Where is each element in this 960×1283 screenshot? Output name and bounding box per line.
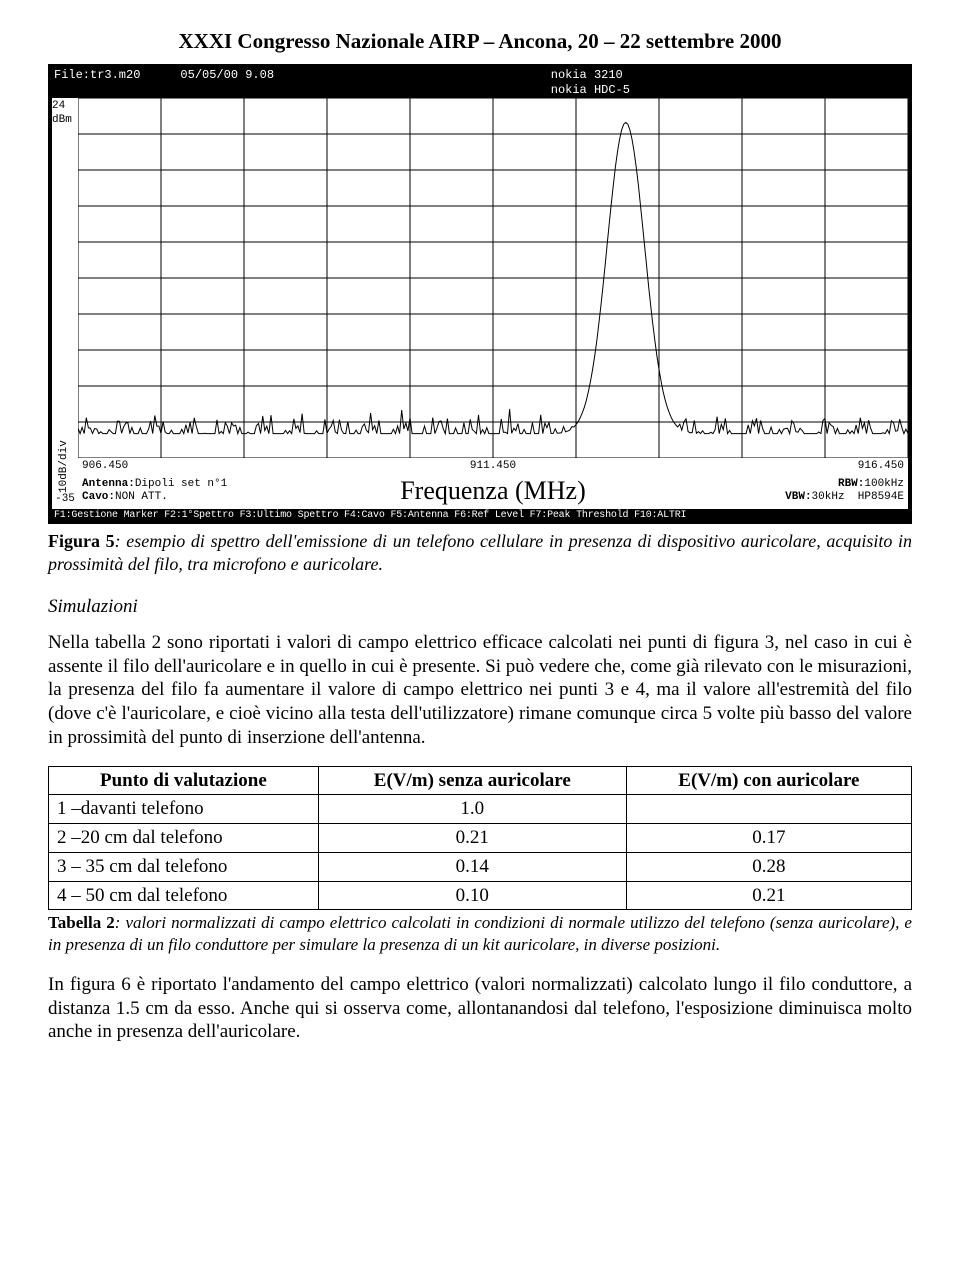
scope-antenna-label: Antenna: — [82, 478, 135, 490]
scope-y-scale: 10dB/div — [58, 128, 72, 493]
table-cell: 2 –20 cm dal telefono — [49, 824, 319, 853]
table-cell: 0.28 — [626, 852, 911, 881]
table-row: 3 – 35 cm dal telefono0.140.28 — [49, 852, 912, 881]
table-row: 4 – 50 cm dal telefono0.100.21 — [49, 881, 912, 910]
table-cell: 1 –davanti telefono — [49, 795, 319, 824]
table-row: 2 –20 cm dal telefono0.210.17 — [49, 824, 912, 853]
table-cell: 3 – 35 cm dal telefono — [49, 852, 319, 881]
paragraph-1: Nella tabella 2 sono riportati i valori … — [48, 631, 912, 750]
scope-rbw-label: RBW: — [838, 478, 864, 490]
table-cell: 0.10 — [318, 881, 626, 910]
table-cell: 4 – 50 cm dal telefono — [49, 881, 319, 910]
table-cell: 0.14 — [318, 852, 626, 881]
scope-x-axis: 906.450 911.450 916.450 — [78, 458, 908, 474]
scope-y-top: 24 dBm — [52, 98, 78, 128]
scope-y-axis: 24 dBm 10dB/div -35 — [52, 98, 78, 508]
table-cell: 0.17 — [626, 824, 911, 853]
table-cell — [626, 795, 911, 824]
figure5-caption: Figura 5: esempio di spettro dell'emissi… — [48, 530, 912, 575]
table-header: E(V/m) con auricolare — [626, 766, 911, 795]
section-heading-simulazioni: Simulazioni — [48, 595, 912, 619]
scope-device-2: nokia HDC-5 — [551, 83, 630, 97]
scope-meta-row: Antenna:Dipoli set n°1 Cavo:NON ATT. Fre… — [78, 474, 908, 509]
table-header: E(V/m) senza auricolare — [318, 766, 626, 795]
figure5-label: Figura 5 — [48, 531, 115, 551]
scope-file-label: File:tr3.m20 — [54, 68, 140, 83]
scope-plot-area — [78, 98, 908, 458]
table-row: 1 –davanti telefono1.0 — [49, 795, 912, 824]
tabella2-text: : valori normalizzati di campo elettrico… — [48, 913, 912, 953]
scope-device-1: nokia 3210 — [551, 68, 623, 82]
scope-rbw-value: 100kHz — [864, 478, 904, 490]
tabella2-label: Tabella 2 — [48, 913, 115, 932]
scope-topbar: File:tr3.m20 05/05/00 9.08 nokia 3210 no… — [52, 66, 908, 98]
table-cell: 1.0 — [318, 795, 626, 824]
scope-function-bar: F1:Gestione Marker F2:1°Spettro F3:Ultim… — [52, 509, 908, 525]
scope-x-end: 916.450 — [858, 460, 904, 474]
page-header: XXXI Congresso Nazionale AIRP – Ancona, … — [48, 28, 912, 54]
scope-instrument: HP8594E — [858, 491, 904, 503]
scope-antenna-value: Dipoli set n°1 — [135, 478, 227, 490]
paragraph-2: In figura 6 è riportato l'andamento del … — [48, 973, 912, 1044]
tabella-2: Punto di valutazioneE(V/m) senza auricol… — [48, 766, 912, 911]
table-header: Punto di valutazione — [49, 766, 319, 795]
scope-x-mid: 911.450 — [470, 460, 516, 474]
spectrum-analyzer-screenshot: File:tr3.m20 05/05/00 9.08 nokia 3210 no… — [48, 64, 912, 524]
tabella2-caption: Tabella 2: valori normalizzati di campo … — [48, 912, 912, 955]
scope-cavo-value: NON ATT. — [115, 491, 168, 503]
table-cell: 0.21 — [626, 881, 911, 910]
scope-vbw-value: 30kHz — [812, 491, 845, 503]
scope-cavo-label: Cavo: — [82, 491, 115, 503]
scope-datetime: 05/05/00 9.08 — [180, 68, 274, 83]
scope-x-start: 906.450 — [82, 460, 128, 474]
table-cell: 0.21 — [318, 824, 626, 853]
scope-vbw-label: VBW: — [785, 491, 811, 503]
scope-y-bottom: -35 — [55, 493, 75, 509]
scope-xaxis-title: Frequenza (MHz) — [310, 475, 675, 508]
figure5-text: : esempio di spettro dell'emissione di u… — [48, 531, 912, 574]
